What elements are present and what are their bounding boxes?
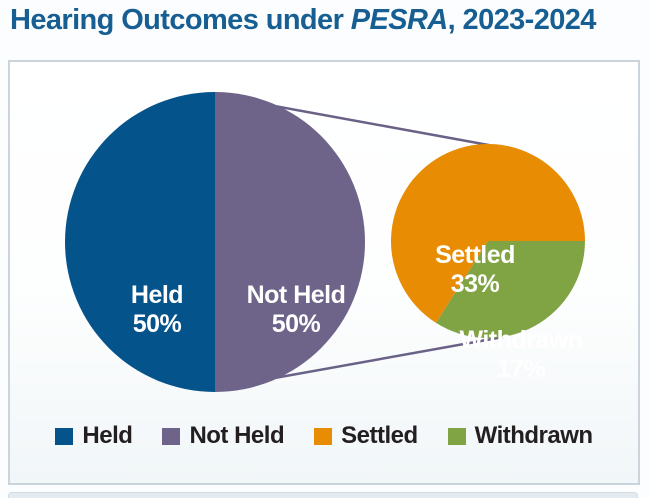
legend-item-not-held: Not Held xyxy=(162,422,285,449)
held-slice xyxy=(65,92,215,392)
title-suffix: , 2023-2024 xyxy=(447,4,597,36)
not-held-legend-label: Not Held xyxy=(189,422,285,449)
legend-item-held: Held xyxy=(55,422,133,449)
legend-item-withdrawn: Withdrawn xyxy=(447,422,593,449)
connector-line-top xyxy=(257,101,495,148)
settled-legend-swatch xyxy=(314,427,333,445)
legend-item-settled: Settled xyxy=(314,424,418,448)
not-held-pct-text: 50% xyxy=(271,310,321,338)
chart-panel: Held 50% Not Held 50% Settled 33% Withdr… xyxy=(8,60,640,485)
settled-label-text: Settled xyxy=(435,241,515,269)
held-legend-swatch xyxy=(55,427,74,445)
not-held-label-text: Not Held xyxy=(246,281,346,309)
held-slice-label: Held 50% xyxy=(87,281,227,339)
settled-legend-label: Settled xyxy=(341,422,418,449)
settled-slice-label: Settled 33% xyxy=(395,241,555,299)
title-prefix: Hearing Outcomes under xyxy=(10,4,351,36)
not-held-legend-swatch xyxy=(162,427,181,445)
withdrawn-slice-label: Withdrawn 17% xyxy=(431,326,611,384)
withdrawn-pct-text: 17% xyxy=(496,355,546,383)
settled-pct-text: 33% xyxy=(450,270,500,298)
held-pct-text: 50% xyxy=(132,310,182,338)
not-held-slice-label: Not Held 50% xyxy=(216,281,376,339)
held-label-text: Held xyxy=(130,281,184,309)
title-italic-acronym: PESRA xyxy=(350,4,449,36)
page-title: Hearing Outcomes under PESRA, 2023-2024 xyxy=(10,4,596,37)
withdrawn-label-text: Withdrawn xyxy=(459,326,583,354)
withdrawn-legend-label: Withdrawn xyxy=(474,422,593,449)
chart-legend: Held Not Held Settled Withdrawn xyxy=(10,424,638,448)
not-held-slice xyxy=(215,92,365,392)
withdrawn-legend-swatch xyxy=(447,427,466,445)
next-section-top-edge xyxy=(8,492,638,498)
held-legend-label: Held xyxy=(82,422,133,449)
